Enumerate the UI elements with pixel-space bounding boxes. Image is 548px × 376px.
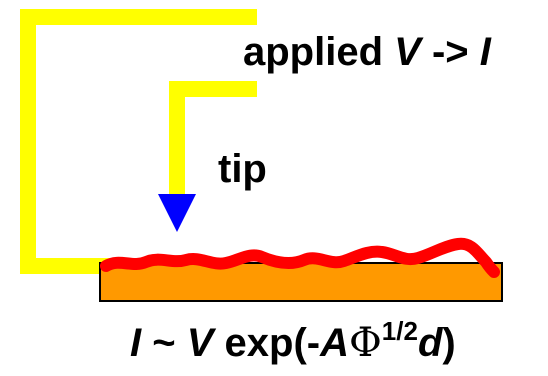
formula-distance: d (417, 321, 443, 365)
tunneling-formula: I ~ V exp(-AΦ1/2d) (130, 318, 456, 366)
tip-icon (158, 194, 196, 232)
arrow-text: -> (420, 30, 480, 74)
applied-text: applied (243, 30, 395, 74)
current-symbol: I (479, 30, 491, 74)
formula-exp: exp(- (213, 321, 321, 365)
voltage-symbol: V (394, 30, 421, 74)
formula-close-paren: ) (442, 321, 456, 365)
formula-phi: Φ (348, 320, 382, 366)
tip-label: tip (218, 147, 267, 191)
circuit-wire (20, 9, 257, 274)
applied-voltage-label: applied V -> I (243, 30, 491, 75)
formula-voltage: V (186, 321, 214, 365)
tip-wire (169, 81, 257, 196)
formula-a: A (320, 321, 349, 365)
surface-line (100, 237, 500, 278)
formula-exponent: 1/2 (381, 316, 418, 346)
formula-current: I (130, 321, 142, 365)
formula-tilde: ~ (141, 321, 187, 365)
sample-block (99, 262, 503, 302)
